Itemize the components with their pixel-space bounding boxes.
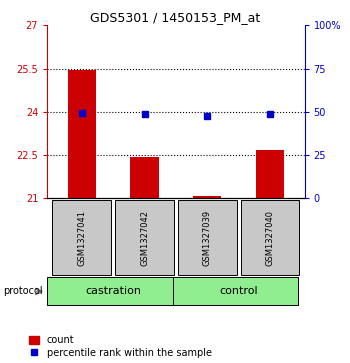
Bar (256, 150, 284, 198)
Text: GSM1327042: GSM1327042 (140, 210, 149, 266)
Text: GSM1327040: GSM1327040 (266, 210, 274, 266)
Bar (173, 277, 298, 305)
Bar (131, 157, 159, 198)
Bar (115, 200, 174, 275)
Bar (178, 200, 237, 275)
Legend: count, percentile rank within the sample: count, percentile rank within the sample (29, 335, 212, 358)
Bar (68, 70, 96, 198)
Bar (47, 277, 173, 305)
Text: control: control (219, 286, 258, 296)
Text: castration: castration (85, 286, 141, 296)
Text: GDS5301 / 1450153_PM_at: GDS5301 / 1450153_PM_at (90, 11, 260, 24)
Text: protocol: protocol (4, 286, 43, 297)
Bar (193, 196, 221, 198)
Bar (52, 200, 111, 275)
Bar (240, 200, 300, 275)
Text: GSM1327039: GSM1327039 (203, 210, 212, 266)
Text: GSM1327041: GSM1327041 (77, 210, 86, 266)
